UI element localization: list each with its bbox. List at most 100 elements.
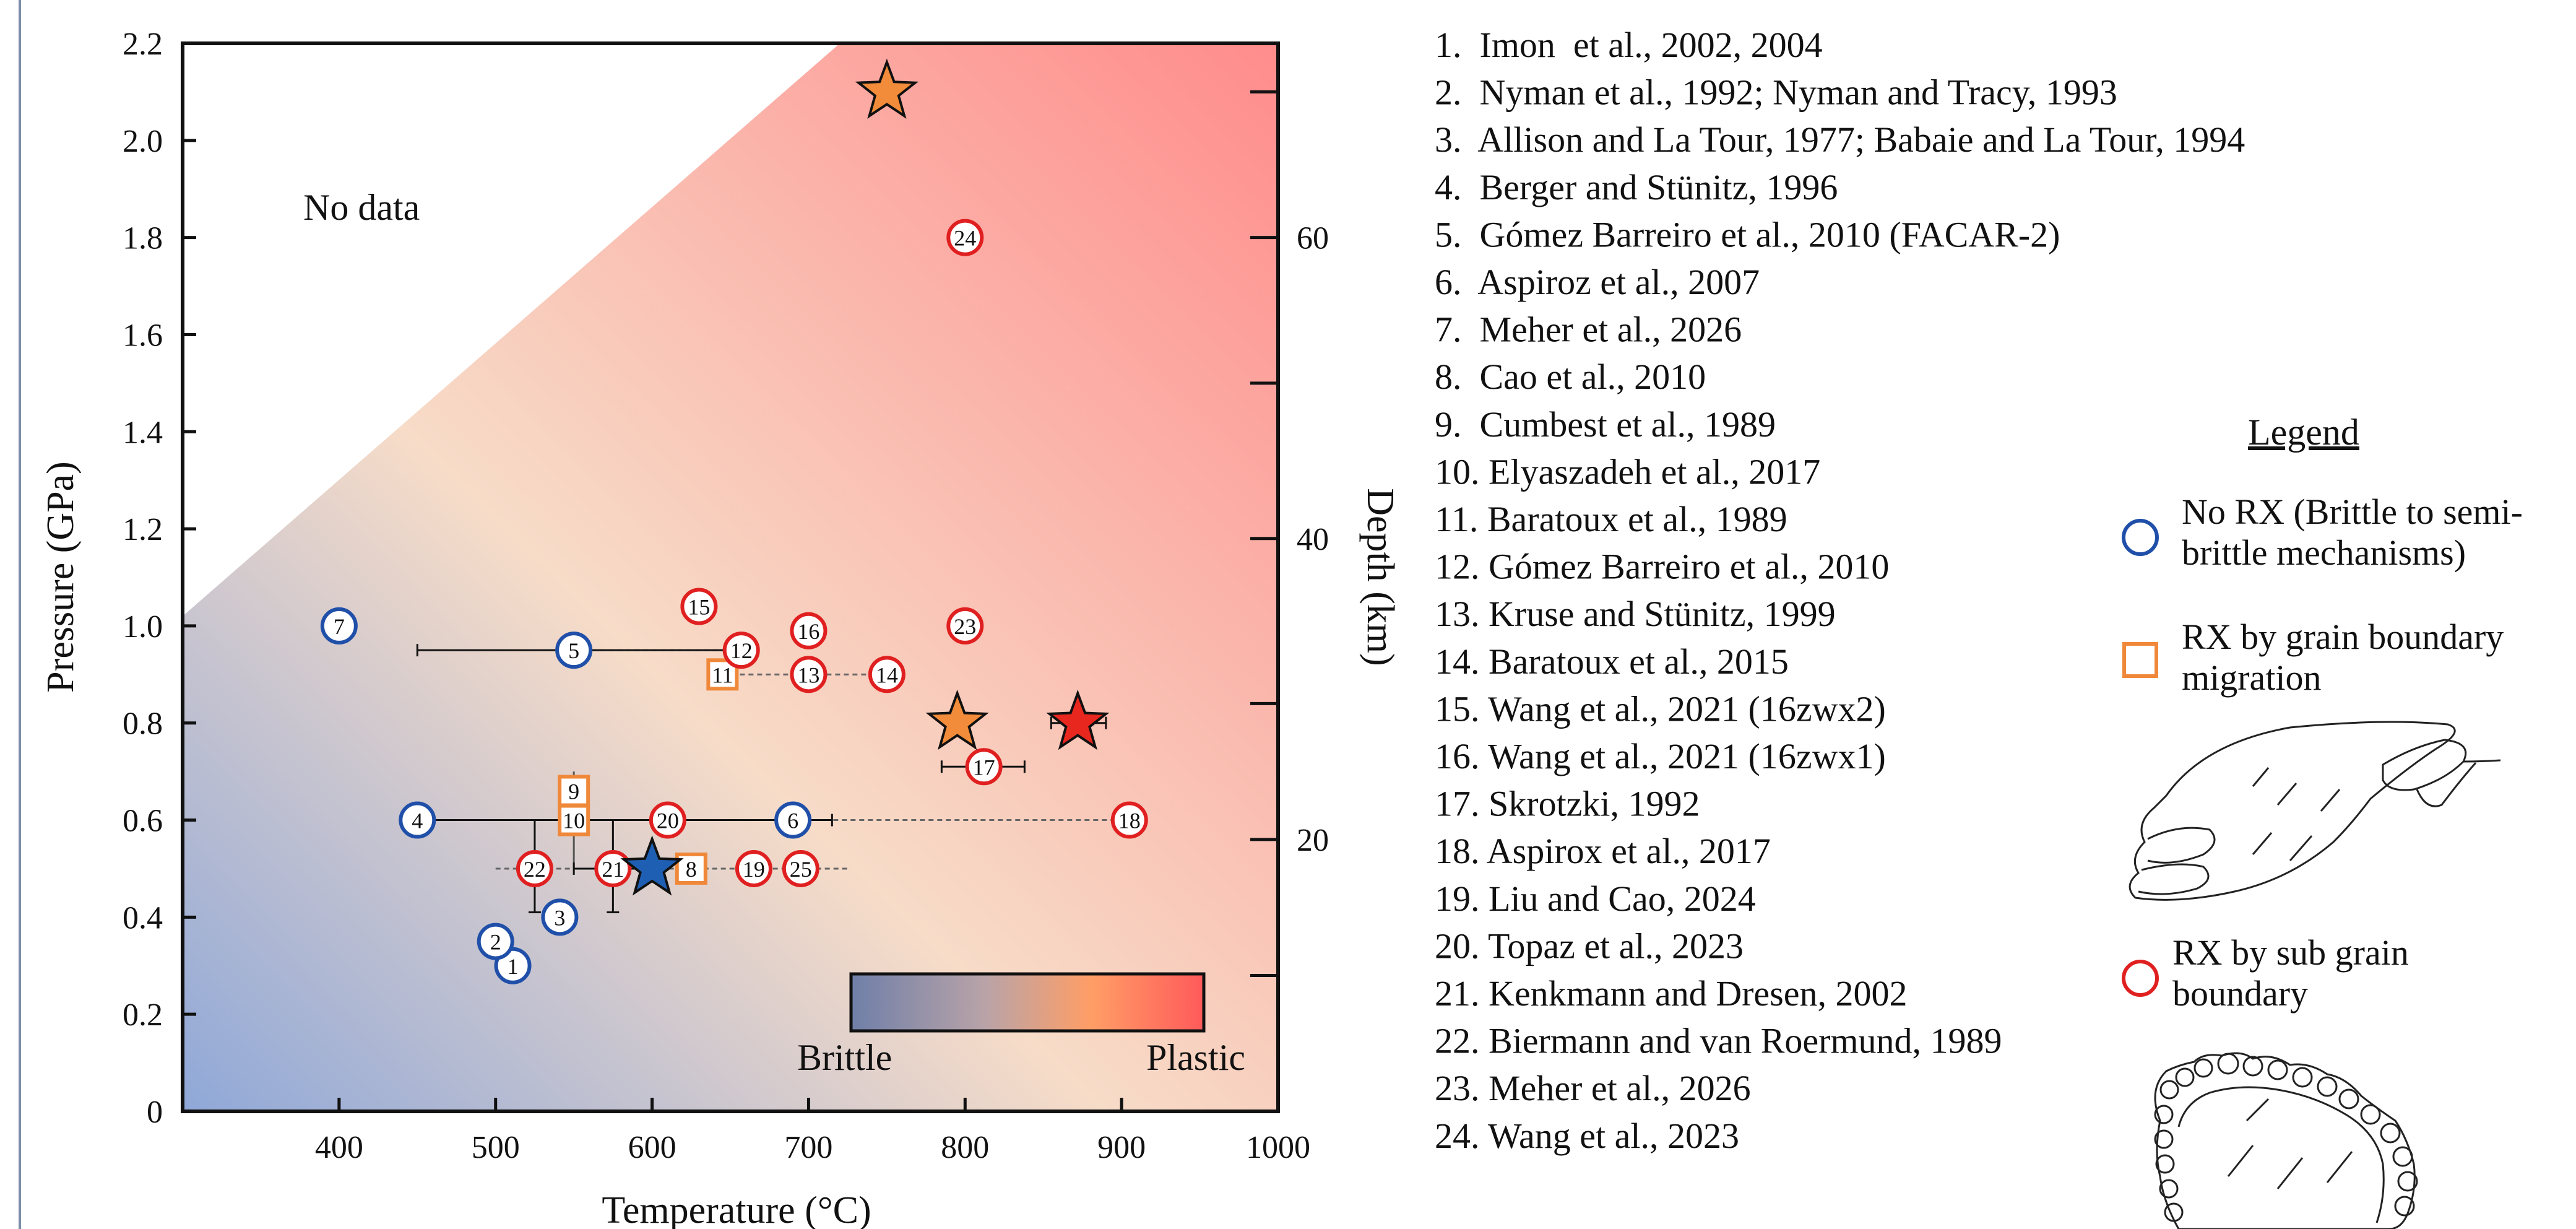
reference-item: 9. Cumbest et al., 1989 (1435, 404, 1776, 445)
y-tick-label: 0.8 (123, 706, 163, 742)
legend-label: RX by sub grain (2172, 932, 2409, 973)
marker-number: 11 (712, 662, 733, 687)
sgr-circle-marker (790, 612, 828, 649)
y-tick-label: 0 (147, 1095, 163, 1130)
reference-item: 11. Baratoux et al., 1989 (1435, 499, 1787, 539)
legend-label: migration (2182, 658, 2322, 698)
x-tick-label: 500 (472, 1130, 520, 1165)
x-tick-label: 600 (628, 1130, 676, 1165)
reference-item: 3. Allison and La Tour, 1977; Babaie and… (1435, 119, 2245, 160)
reference-item: 19. Liu and Cao, 2024 (1435, 879, 1756, 919)
x-tick-label: 400 (315, 1130, 363, 1165)
x-tick-label: 1000 (1246, 1130, 1310, 1165)
sgr-circle-marker (649, 801, 686, 839)
data-point-24: 24 (946, 219, 984, 256)
data-point-19: 19 (735, 849, 772, 887)
x-tick-label: 800 (941, 1130, 989, 1165)
subgrain-boundary-sketch (2154, 1052, 2418, 1229)
star-marker (925, 689, 989, 750)
data-point-21: 21 (594, 849, 632, 887)
data-point-23: 23 (946, 607, 984, 645)
y-axis: 0 0.2 0.4 0.6 0.8 1.0 1.2 1.4 1.6 1.8 2.0 2.2 (123, 27, 196, 1130)
data-point-20: 20 (649, 801, 686, 839)
marker-number: 13 (797, 662, 819, 687)
sgr-circle-marker (680, 588, 718, 625)
reference-item: 18. Aspirox et al., 2017 (1435, 831, 1771, 871)
sgr-circle-marker (735, 849, 772, 887)
reference-item: 12. Gómez Barreiro et al., 2010 (1435, 547, 1889, 587)
data-point-3: 3 (541, 898, 579, 936)
marker-number: 8 (686, 857, 697, 882)
gbm-square-marker (558, 775, 590, 807)
reference-item: 6. Aspiroz et al., 2007 (1435, 262, 1760, 302)
no-rx-circle-marker (320, 607, 358, 645)
data-point-9: 9 (558, 775, 590, 807)
y-tick-label: 1.0 (123, 609, 163, 645)
reference-item: 2. Nyman et al., 1992; Nyman and Tracy, … (1435, 72, 2117, 113)
sgr-circle-marker (946, 219, 984, 256)
sgr-circle-marker (790, 656, 828, 693)
no-rx-circle-marker (555, 632, 593, 669)
no-rx-circle-marker (399, 801, 436, 839)
legend-item-no_rx: No RX (Brittle to semi-brittle mechanism… (2122, 492, 2523, 573)
marker-number: 16 (797, 619, 819, 644)
sgr-circle-marker (946, 607, 984, 645)
y-tick-label: 2.0 (123, 124, 163, 159)
marker-number: 1 (508, 954, 519, 979)
data-point-22: 22 (516, 849, 553, 887)
marker-number: 2 (490, 930, 501, 955)
y-tick-label: 2.2 (123, 27, 163, 62)
data-point-2: 2 (477, 923, 514, 960)
sgr-circle-marker (868, 656, 905, 693)
marker-number: 17 (973, 755, 995, 780)
no-rx-circle-marker (774, 801, 812, 839)
y-tick-label: 0.6 (123, 804, 163, 839)
legend-square-symbol (2122, 642, 2158, 678)
reference-item: 7. Meher et al., 2026 (1435, 310, 1742, 350)
legend-label: RX by grain boundary (2182, 617, 2504, 657)
gbm-square-marker (558, 804, 590, 836)
reference-item: 14. Baratoux et al., 2015 (1435, 641, 1789, 682)
marker-number: 24 (954, 226, 976, 251)
y-tick-label: 1.2 (123, 512, 163, 547)
data-point-16: 16 (790, 612, 828, 649)
star-marker (855, 58, 918, 119)
sgr-circle-marker (594, 849, 632, 887)
depth-axis: 20 40 60 (1250, 90, 1329, 977)
x-axis-title: Temperature (°C) (602, 1189, 871, 1229)
y-tick-label: 0.2 (123, 997, 163, 1033)
reference-item: 17. Skrotzki, 1992 (1435, 784, 1700, 824)
data-point-7: 7 (320, 607, 358, 645)
depth-axis-title: Depth (km) (1359, 488, 1401, 666)
sgr-circle-marker (965, 748, 1003, 786)
no-data-region (183, 43, 840, 617)
marker-number: 3 (554, 905, 565, 930)
data-point-10: 10 (558, 804, 590, 836)
reference-item: 20. Topaz et al., 2023 (1435, 926, 1744, 966)
star-markers (620, 58, 1110, 896)
marker-number: 4 (412, 809, 423, 833)
data-point-15: 15 (680, 588, 718, 625)
marker-number: 23 (954, 614, 976, 639)
colorbar-plastic-label: Plastic (1146, 1037, 1245, 1078)
x-tick-label: 900 (1097, 1130, 1146, 1165)
reference-item: 15. Wang et al., 2021 (16zwx2) (1435, 688, 1886, 729)
marker-number: 10 (563, 809, 585, 833)
legend-label: No RX (Brittle to semi- (2182, 492, 2523, 532)
y-tick-label: 1.6 (123, 318, 163, 353)
marker-number: 19 (743, 857, 765, 882)
reference-item: 8. Cao et al., 2010 (1435, 357, 1706, 397)
reference-item: 1. Imon et al., 2002, 2004 (1435, 25, 1823, 65)
marker-number: 15 (688, 595, 710, 620)
data-point-4: 4 (399, 801, 436, 839)
legend-label: brittle mechanisms) (2182, 532, 2466, 573)
data-point-12: 12 (722, 632, 760, 669)
y-tick-label: 1.8 (123, 221, 163, 256)
legend-circle-symbol (2122, 960, 2159, 997)
data-point-6: 6 (774, 801, 812, 839)
y-tick-label: 1.4 (123, 415, 163, 450)
